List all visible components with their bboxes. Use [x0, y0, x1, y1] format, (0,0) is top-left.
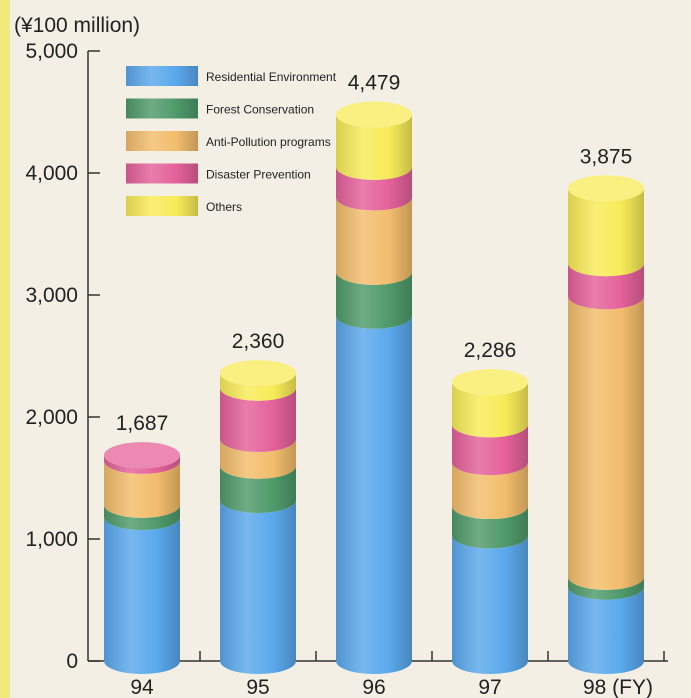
bar-segment — [336, 114, 412, 180]
x-category-label: 97 — [478, 676, 501, 698]
bar-top-cap — [568, 175, 644, 202]
bar-segment — [452, 506, 528, 549]
bar-total-label: 1,687 — [116, 412, 169, 435]
bar-top-cap — [452, 369, 528, 396]
legend-label: Residential Environment — [206, 70, 337, 84]
bar-top-cap — [336, 101, 412, 128]
y-tick-label: 4,000 — [25, 162, 78, 185]
bar-segment — [336, 166, 412, 211]
bar-top-cap — [104, 442, 180, 469]
legend: Residential Environment Forest Conservati… — [126, 66, 337, 216]
y-tick-label: 0 — [66, 650, 78, 673]
y-tick-label: 1,000 — [25, 528, 78, 551]
bar-segment — [336, 271, 412, 329]
bar-segment — [220, 373, 296, 401]
legend-label: Others — [206, 200, 242, 214]
legend-label: Disaster Prevention — [206, 168, 311, 182]
bar-segment — [568, 586, 644, 674]
legend-label: Anti-Pollution programs — [206, 135, 331, 149]
bar-segment — [104, 455, 180, 474]
bar-segment — [336, 315, 412, 674]
bar-top-cap — [220, 360, 296, 387]
bar-1 — [220, 360, 296, 674]
bar-segment — [220, 438, 296, 479]
x-category-label: 95 — [246, 676, 269, 698]
bar-segment — [104, 504, 180, 531]
bar-total-label: 4,479 — [348, 72, 401, 95]
bar-0 — [104, 442, 180, 674]
bar-segment — [568, 296, 644, 590]
legend-swatch — [126, 98, 198, 119]
y-tick-label: 3,000 — [25, 284, 78, 307]
bar-segment — [104, 517, 180, 674]
bar-total-label: 2,360 — [232, 330, 285, 353]
bar-segment — [452, 382, 528, 438]
bar-segment — [568, 263, 644, 310]
legend-swatch — [126, 163, 198, 184]
y-tick-label: 2,000 — [25, 406, 78, 429]
bar-segment — [336, 197, 412, 285]
bar-segment — [452, 462, 528, 520]
y-axis-unit-label: (¥100 million) — [14, 14, 140, 37]
bar-segment — [452, 535, 528, 674]
bar-2 — [336, 101, 412, 674]
bar-segment — [220, 465, 296, 513]
bar-4 — [568, 175, 644, 674]
bar-segment — [104, 460, 180, 518]
axis-layer: 0 1,000 2,000 3,000 4,000 5,000 94 95 96 97 98 (FY… — [25, 40, 668, 698]
legend-swatch — [126, 196, 198, 216]
bar-total-label: 2,286 — [464, 339, 517, 362]
bar-segment — [568, 188, 644, 277]
bar-total-label: 3,875 — [580, 145, 633, 168]
legend-label: Forest Conservation — [206, 103, 314, 117]
bars-layer: 1,687 2,360 4,479 2,286 3,875 — [104, 72, 644, 674]
x-category-label: 96 — [362, 676, 385, 698]
bar-segment — [452, 424, 528, 476]
bar-segment — [220, 387, 296, 452]
legend-swatch — [126, 131, 198, 151]
bar-segment — [220, 499, 296, 674]
y-tick-label: 5,000 — [25, 40, 78, 63]
legend-swatch — [126, 66, 198, 86]
bar-3 — [452, 369, 528, 674]
bar-segment — [568, 576, 644, 600]
x-category-label: 98 (FY) — [583, 676, 653, 698]
x-category-label: 94 — [130, 676, 154, 698]
left-yellow-strip — [0, 0, 10, 698]
